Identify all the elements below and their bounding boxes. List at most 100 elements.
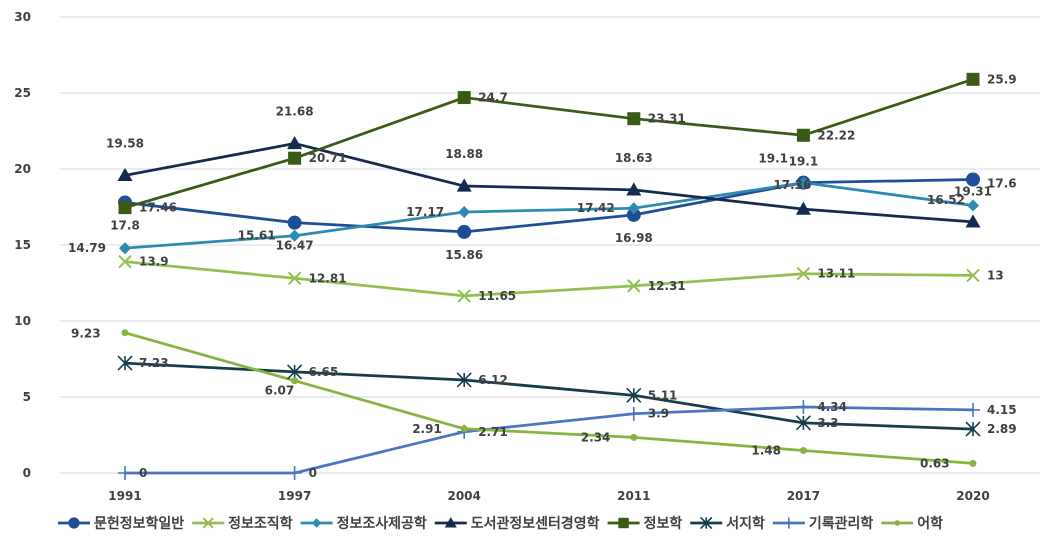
data-label: 0 [309, 466, 317, 480]
data-point [796, 400, 811, 415]
data-label: 2.34 [581, 430, 611, 444]
data-point [799, 447, 807, 455]
data-label: 6.07 [265, 384, 295, 398]
data-point [118, 466, 132, 480]
y-tick-label: 0 [23, 466, 31, 480]
data-label: 22.22 [817, 128, 855, 142]
data-label: 18.63 [615, 151, 653, 165]
data-label: 16.47 [276, 239, 314, 253]
data-label: 3.9 [648, 407, 669, 421]
series-line-7 [124, 331, 974, 465]
data-point [969, 459, 977, 467]
x-tick-label: 2020 [956, 489, 989, 503]
data-label: 3.3 [817, 416, 838, 430]
data-point [630, 433, 638, 441]
data-label: 13.9 [139, 255, 169, 269]
data-label: 21.68 [276, 104, 314, 118]
data-label: 1.48 [751, 444, 781, 458]
data-label: 17.8 [110, 218, 140, 232]
data-point [966, 268, 980, 283]
series-line-2 [124, 181, 974, 250]
y-tick-label: 25 [14, 86, 31, 100]
data-point [627, 202, 640, 215]
data-label: 13 [987, 268, 1004, 282]
data-label: 9.23 [71, 327, 101, 341]
data-label: 20.71 [309, 151, 347, 165]
data-label: 5.11 [648, 388, 678, 402]
legend-label: 정보학 [644, 515, 683, 532]
series-lines [124, 78, 974, 475]
axis-layer: 0 5 10 15 20 25 30 1991 1997 2004 2011 2017 2020 [14, 10, 989, 503]
data-point [460, 425, 468, 433]
data-label: 23.31 [648, 112, 686, 126]
data-point [288, 151, 302, 165]
legend-item: 도서관정보센터경영학 [434, 515, 600, 532]
data-label: 19.1 [758, 152, 788, 166]
data-point [119, 242, 131, 255]
series-line-4 [124, 78, 974, 209]
data-label: 17.42 [577, 201, 615, 215]
legend-item: 정보조직학 [192, 515, 293, 532]
data-point [966, 402, 980, 417]
series-line-5 [124, 361, 974, 431]
data-label: 14.79 [68, 241, 106, 255]
series-line-1 [124, 260, 974, 298]
data-point [627, 112, 641, 126]
data-point [457, 91, 471, 105]
data-point [626, 387, 642, 403]
data-label: 15.86 [445, 248, 483, 262]
data-point [287, 135, 303, 150]
data-label: 4.15 [987, 403, 1017, 417]
data-label: 17.17 [406, 205, 444, 219]
y-tick-label: 20 [14, 162, 31, 176]
data-label: 16.52 [927, 193, 965, 207]
data-label: 25.9 [987, 72, 1017, 86]
legend-item: 문헌정보학일반 [58, 515, 184, 532]
series-line-0 [124, 178, 974, 234]
legend-item: 기록관리학 [772, 515, 873, 532]
data-point [797, 176, 810, 189]
data-label: 7.23 [139, 356, 169, 370]
data-label: 12.81 [309, 271, 347, 285]
data-point [967, 199, 979, 212]
data-point [287, 364, 303, 380]
legend: 문헌정보학일반 정보조직학 정보조사제공학 도서관정보센터경영학 정보학 서지학 기록관리학… [58, 515, 943, 532]
legend-label: 어학 [917, 515, 943, 532]
legend-item: 정보학 [607, 515, 683, 532]
data-point [458, 206, 471, 219]
grid-layer [60, 16, 1040, 474]
data-point [288, 229, 301, 242]
data-point [121, 329, 129, 337]
data-point [795, 201, 811, 215]
legend-item: 정보조사제공학 [300, 515, 427, 532]
x-tick-label: 1997 [278, 489, 311, 503]
data-point [118, 201, 132, 215]
data-label: 2.91 [412, 422, 442, 436]
legend-marker [202, 517, 214, 529]
series-markers [117, 72, 981, 480]
data-label: 24.7 [478, 91, 508, 105]
data-point [291, 377, 299, 385]
y-tick-label: 15 [14, 238, 31, 252]
series-line-3 [124, 142, 974, 224]
data-point [626, 406, 641, 421]
data-point [966, 172, 980, 187]
data-label: 2.71 [478, 425, 508, 439]
data-point [117, 167, 133, 182]
legend-marker [444, 517, 457, 528]
data-point [626, 207, 641, 222]
data-label: 17.6 [987, 176, 1017, 190]
data-label: 13.11 [817, 267, 855, 281]
x-tick-label: 1991 [108, 489, 141, 503]
legend-label: 문헌정보학일반 [94, 515, 184, 532]
legend-marker [700, 516, 713, 530]
data-point [118, 255, 132, 269]
data-point [795, 415, 811, 431]
legend-label: 도서관정보센터경영학 [471, 515, 600, 532]
data-label: 19.58 [106, 136, 144, 150]
data-point [965, 421, 981, 437]
data-point [287, 271, 302, 285]
legend-label: 서지학 [726, 516, 765, 532]
data-label: 0.63 [920, 456, 950, 470]
